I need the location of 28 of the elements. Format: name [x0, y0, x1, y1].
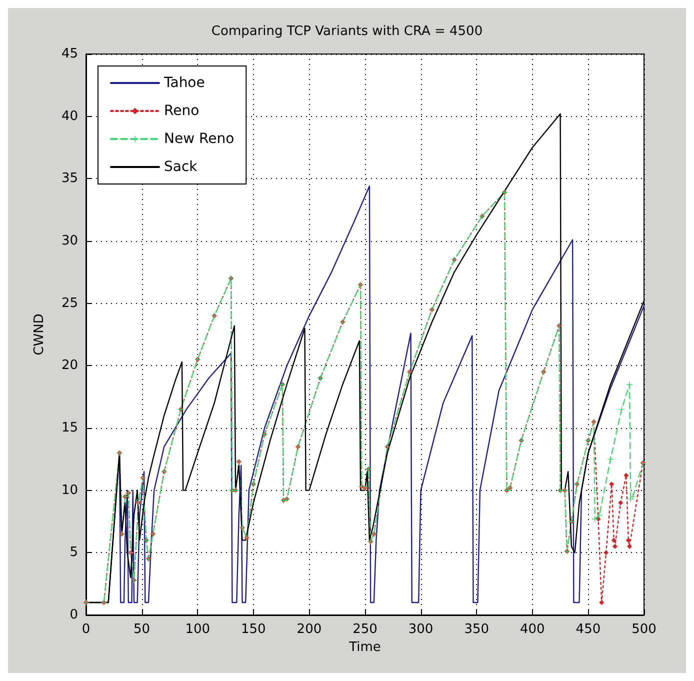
- legend-label: Sack: [164, 159, 198, 175]
- y-tick-label: 5: [70, 545, 78, 560]
- y-tick-label: 25: [61, 296, 78, 311]
- y-axis-title: CWND: [32, 314, 47, 356]
- legend-label: New Reno: [164, 131, 234, 147]
- x-tick-label: 250: [352, 622, 378, 637]
- y-tick-label: 30: [61, 234, 78, 248]
- x-tick-label: 150: [240, 622, 266, 637]
- chart-title: Comparing TCP Variants with CRA = 4500: [211, 24, 483, 39]
- x-tick-label: 300: [408, 622, 434, 637]
- x-tick-label: 200: [296, 622, 322, 637]
- y-tick-label: 45: [61, 46, 78, 62]
- x-tick-label: 350: [464, 622, 490, 637]
- x-tick-label: 400: [520, 622, 545, 637]
- x-tick-label: 450: [576, 622, 601, 637]
- legend-label: Tahoe: [163, 75, 205, 91]
- y-tick-label: 40: [61, 108, 78, 124]
- y-tick-label: 35: [61, 171, 78, 186]
- x-tick-label: 500: [632, 622, 656, 637]
- x-axis-title: Time: [348, 640, 381, 655]
- y-tick-label: 15: [61, 420, 78, 436]
- y-tick-label: 10: [61, 482, 78, 498]
- x-tick-label: 50: [134, 622, 150, 637]
- legend-label: Reno: [164, 103, 200, 119]
- x-tick-label: 100: [185, 622, 210, 637]
- y-tick-label: 0: [70, 608, 78, 622]
- x-tick-label: 0: [82, 622, 90, 637]
- y-tick-label: 20: [61, 358, 78, 374]
